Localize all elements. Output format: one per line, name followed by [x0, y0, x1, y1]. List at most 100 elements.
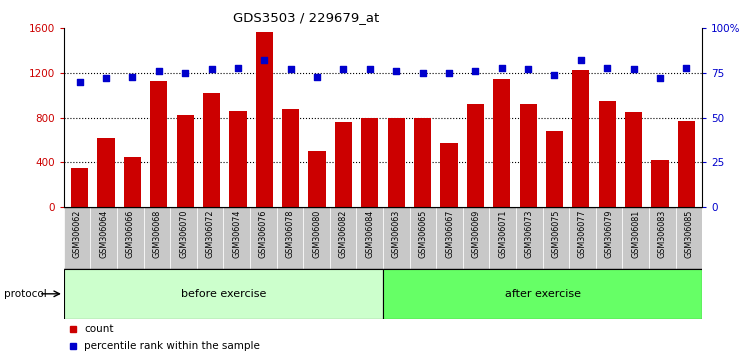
Point [417, 70, 429, 76]
Text: GSM306067: GSM306067 [445, 210, 454, 258]
Text: GSM306069: GSM306069 [472, 210, 481, 258]
Bar [357, 207, 383, 269]
Text: GSM306063: GSM306063 [392, 210, 401, 258]
Point [628, 67, 640, 72]
Bar [361, 118, 379, 207]
Text: GSM306077: GSM306077 [578, 210, 587, 258]
Point [548, 72, 560, 78]
Text: GSM306073: GSM306073 [525, 210, 534, 258]
Point [285, 67, 297, 72]
Point [391, 68, 403, 74]
Bar [467, 104, 484, 207]
Bar [64, 207, 90, 269]
Text: count: count [84, 324, 113, 333]
Bar [596, 207, 623, 269]
Text: GSM306074: GSM306074 [232, 210, 241, 258]
Text: percentile rank within the sample: percentile rank within the sample [84, 341, 260, 351]
Bar [463, 207, 490, 269]
Text: GSM306072: GSM306072 [206, 210, 215, 258]
Bar [493, 79, 510, 207]
Point [522, 67, 534, 72]
Bar [546, 131, 563, 207]
Bar [98, 138, 115, 207]
Bar [520, 104, 537, 207]
Bar [282, 109, 299, 207]
Text: GSM306070: GSM306070 [179, 210, 188, 258]
Bar [303, 207, 330, 269]
Text: GSM306080: GSM306080 [312, 210, 321, 258]
Text: GSM306082: GSM306082 [339, 210, 348, 258]
Bar [436, 207, 463, 269]
Bar [197, 207, 224, 269]
Point [126, 74, 138, 79]
Text: GSM306083: GSM306083 [658, 210, 667, 258]
Bar [572, 70, 590, 207]
Point [206, 67, 218, 72]
Point [100, 75, 112, 81]
Bar [150, 81, 167, 207]
Bar [383, 269, 702, 319]
Bar [599, 101, 616, 207]
Bar [64, 269, 383, 319]
Bar [250, 207, 276, 269]
Text: GSM306068: GSM306068 [152, 210, 161, 258]
Bar [224, 207, 250, 269]
Point [337, 67, 349, 72]
Bar [388, 118, 405, 207]
Bar [676, 207, 702, 269]
Bar [625, 112, 642, 207]
Bar [330, 207, 357, 269]
Text: protocol: protocol [4, 289, 47, 299]
Bar [414, 118, 431, 207]
Point [575, 58, 587, 63]
Bar [569, 207, 596, 269]
Text: before exercise: before exercise [181, 289, 266, 299]
Text: GSM306075: GSM306075 [551, 210, 560, 258]
Bar [309, 151, 326, 207]
Text: GSM306065: GSM306065 [418, 210, 427, 258]
Bar [117, 207, 143, 269]
Point [680, 65, 692, 70]
Bar [71, 168, 88, 207]
Bar [649, 207, 676, 269]
Bar [678, 121, 695, 207]
Bar [124, 157, 141, 207]
Bar [651, 160, 668, 207]
Point [654, 75, 666, 81]
Bar [229, 111, 246, 207]
Bar [542, 207, 569, 269]
Bar [256, 32, 273, 207]
Text: GSM306064: GSM306064 [99, 210, 108, 258]
Text: GSM306081: GSM306081 [631, 210, 640, 258]
Text: GSM306085: GSM306085 [684, 210, 693, 258]
Bar [203, 93, 220, 207]
Bar [409, 207, 436, 269]
Text: GSM306084: GSM306084 [365, 210, 374, 258]
Point [311, 74, 323, 79]
Bar [143, 207, 170, 269]
Point [152, 68, 164, 74]
Point [74, 79, 86, 85]
Bar [623, 207, 649, 269]
Text: GDS3503 / 229679_at: GDS3503 / 229679_at [234, 11, 379, 24]
Point [363, 67, 376, 72]
Bar [170, 207, 197, 269]
Bar [335, 122, 352, 207]
Point [496, 65, 508, 70]
Bar [90, 207, 117, 269]
Point [232, 65, 244, 70]
Text: GSM306062: GSM306062 [73, 210, 82, 258]
Point [258, 58, 270, 63]
Text: GSM306066: GSM306066 [126, 210, 135, 258]
Text: GSM306078: GSM306078 [285, 210, 294, 258]
Point [602, 65, 614, 70]
Text: after exercise: after exercise [505, 289, 581, 299]
Bar [440, 143, 457, 207]
Text: GSM306076: GSM306076 [259, 210, 268, 258]
Bar [176, 115, 194, 207]
Point [469, 68, 481, 74]
Bar [383, 207, 409, 269]
Bar [490, 207, 516, 269]
Text: GSM306079: GSM306079 [605, 210, 614, 258]
Bar [276, 207, 303, 269]
